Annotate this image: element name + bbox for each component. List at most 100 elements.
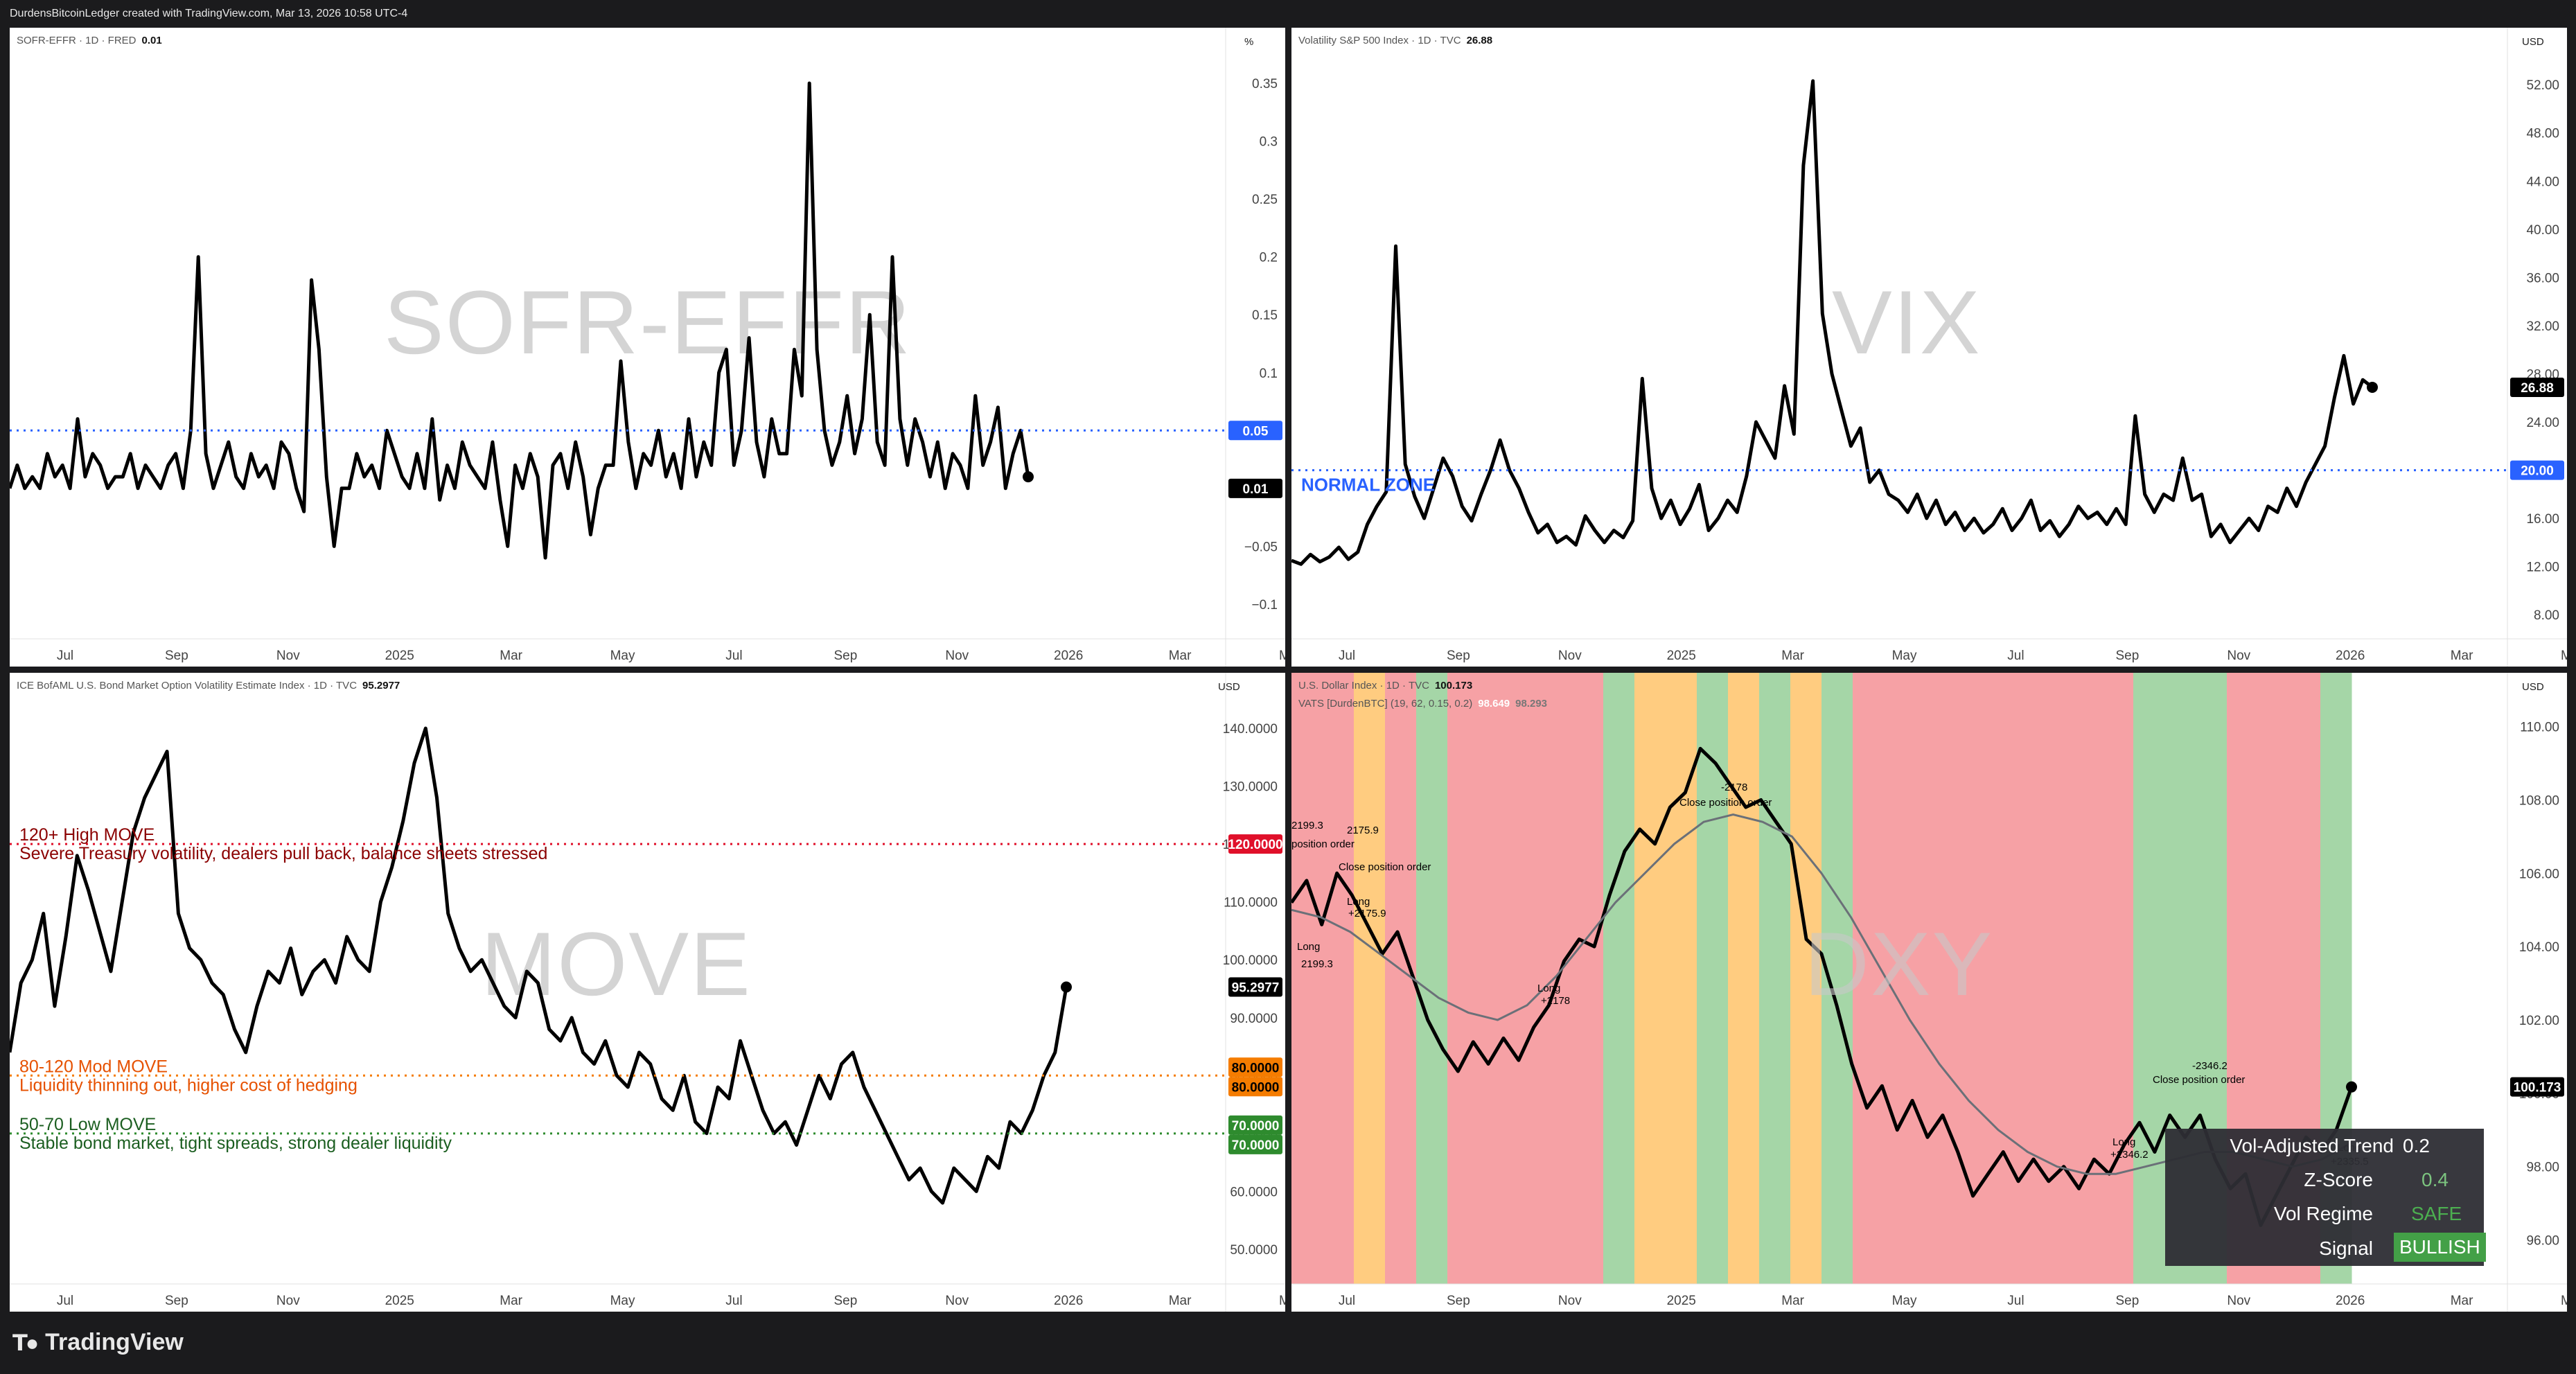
panel-sofr-effr[interactable]: SOFR-EFFR · 1D · FRED 0.01 % SOFR-EFFR Ju…	[10, 28, 1285, 667]
trade-label: Long	[1347, 896, 1370, 908]
x-tick-label: Nov	[945, 1294, 969, 1308]
y-tick-label: 8.00	[2534, 608, 2559, 623]
price-line	[10, 726, 1068, 1205]
x-tick-label: May	[1892, 1294, 1917, 1308]
x-tick-label: Jul	[1339, 649, 1355, 663]
x-tick-label: May	[2561, 1294, 2567, 1308]
signal-badge: BULLISH	[2394, 1233, 2486, 1262]
indicator-value-2: 98.293	[1515, 698, 1548, 710]
regime-band	[2102, 673, 2134, 1284]
threshold-badge: 0.05	[1243, 424, 1269, 439]
x-tick-label: Jul	[57, 649, 73, 663]
last-value: 26.88	[1466, 35, 1493, 46]
chart-attribution: DurdensBitcoinLedger created with Tradin…	[0, 0, 2576, 28]
regime-band	[1479, 673, 1510, 1284]
x-tick-label: Jul	[725, 649, 742, 663]
high-move-desc: Severe Treasury volatility, dealers pull…	[19, 844, 547, 863]
price-line	[10, 81, 1030, 560]
x-tick-label: 2026	[2336, 649, 2365, 663]
x-tick-label: Mar	[1169, 649, 1192, 663]
threshold-badge-bg	[1228, 421, 1282, 441]
regime-band	[1603, 673, 1635, 1284]
last-price-dot	[1061, 981, 1072, 993]
x-tick-label: 2026	[1054, 1294, 1083, 1308]
table-cell-value: SAFE	[2411, 1203, 2462, 1224]
tradingview-logo-icon: 𝗧●	[12, 1330, 39, 1355]
table-row: Z-Score 0.4	[2165, 1163, 2484, 1197]
x-tick-label: 2026	[2336, 1294, 2365, 1308]
x-tick-label: Jul	[2007, 1294, 2024, 1308]
x-tick-label: 2025	[1667, 1294, 1696, 1308]
mod-badge-2-bg	[1228, 1077, 1282, 1097]
high-move-label: 120+ High MOVE	[19, 825, 155, 845]
trade-label: +2175.9	[1348, 908, 1386, 919]
mod-badge-2: 80.0000	[1232, 1080, 1280, 1095]
symbol-title: Volatility S&P 500 Index · 1D · TVC	[1298, 35, 1461, 46]
high-badge: 120.0000	[1228, 838, 1282, 852]
trade-label: -2178	[1721, 782, 1747, 793]
dxy-chart-svg: Jul Sep Nov 2025 Mar May Jul Sep Nov 2026 Mar May 96…	[1291, 673, 2567, 1312]
x-tick-label: Jul	[1339, 1294, 1355, 1308]
y-tick-label: 0.3	[1260, 135, 1278, 150]
y-tick-label: 16.00	[2526, 512, 2559, 527]
regime-band	[1666, 673, 1697, 1284]
last-price-badge: 100.173	[2514, 1081, 2561, 1095]
last-price-badge-bg	[2510, 1077, 2564, 1097]
trade-label: 2175.9	[1347, 825, 1379, 836]
y-tick-label: 108.00	[2519, 793, 2559, 808]
table-cell-value: 0.2	[2403, 1135, 2430, 1156]
x-tick-label: Mar	[500, 649, 522, 663]
move-chart-svg: Jul Sep Nov 2025 Mar May Jul Sep Nov 2026 Mar May 50…	[10, 673, 1285, 1312]
trade-label: Close position order	[1339, 861, 1431, 873]
x-tick-label: May	[1279, 649, 1285, 663]
price-line	[1291, 79, 2374, 566]
y-tick-label: 48.00	[2526, 127, 2559, 141]
x-tick-label: Jul	[2007, 649, 2024, 663]
last-price-badge: 26.88	[2521, 381, 2554, 396]
y-tick-label: 102.00	[2519, 1014, 2559, 1028]
last-price-dot	[2346, 1081, 2357, 1093]
x-tick-label: May	[2561, 649, 2567, 663]
x-tick-label: Sep	[833, 649, 857, 663]
low-badge-1: 70.0000	[1232, 1119, 1280, 1134]
x-tick-label: Sep	[1447, 1294, 1470, 1308]
y-tick-label: −0.1	[1251, 598, 1278, 613]
x-tick-label: Sep	[2115, 1294, 2139, 1308]
x-tick-label: May	[1892, 649, 1917, 663]
low-badge-1-bg	[1228, 1115, 1282, 1135]
panel-vix[interactable]: Volatility S&P 500 Index · 1D · TVC 26.88…	[1291, 28, 2567, 667]
regime-band	[1447, 673, 1479, 1284]
indicator-table: Vol-Adjusted Trend 0.2 Z-Score 0.4 Vol R…	[2165, 1129, 2486, 1266]
footer-bar: 𝗧● TradingView	[0, 1314, 2576, 1374]
panel-dxy[interactable]: Jul Sep Nov 2025 Mar May Jul Sep Nov 2026 Mar May 96…	[1291, 673, 2567, 1312]
x-tick-label: 2025	[385, 1294, 414, 1308]
indicator-header: VATS [DurdenBTC] (19, 62, 0.15, 0.2) 98.6…	[1298, 698, 1547, 710]
regime-band	[1323, 673, 1355, 1284]
table-cell-label: Signal	[2319, 1238, 2373, 1259]
low-badge-2-bg	[1228, 1134, 1282, 1154]
regime-band	[2133, 673, 2165, 1284]
trade-label: 2199.3	[1301, 958, 1333, 970]
x-tick-label: Mar	[2451, 1294, 2473, 1308]
trade-label: +2346.2	[2110, 1149, 2149, 1161]
trade-label: Long	[1297, 941, 1320, 953]
trade-label: position order	[1291, 838, 1355, 850]
x-tick-label: Mar	[1169, 1294, 1192, 1308]
x-tick-label: Nov	[2227, 649, 2250, 663]
table-cell-label: Vol Regime	[2273, 1203, 2373, 1224]
regime-band	[1884, 673, 1916, 1284]
y-tick-label: 36.00	[2526, 271, 2559, 285]
x-tick-label: Mar	[1781, 1294, 1804, 1308]
x-tick-label: Jul	[725, 1294, 742, 1308]
regime-band	[1821, 673, 1853, 1284]
panel-move[interactable]: ICE BofAML U.S. Bond Market Option Volat…	[10, 673, 1285, 1312]
symbol-title: U.S. Dollar Index · 1D · TVC	[1298, 680, 1429, 692]
x-tick-label: Nov	[276, 1294, 300, 1308]
watermark: SOFR-EFFR	[384, 272, 912, 373]
indicator-value-1: 98.649	[1478, 698, 1510, 710]
indicator-title: VATS [DurdenBTC] (19, 62, 0.15, 0.2)	[1298, 698, 1473, 710]
tradingview-logo[interactable]: 𝗧● TradingView	[12, 1329, 184, 1356]
y-tick-label: 96.00	[2526, 1233, 2559, 1248]
last-value: 100.173	[1434, 680, 1473, 692]
unit-label: %	[1244, 36, 1254, 48]
